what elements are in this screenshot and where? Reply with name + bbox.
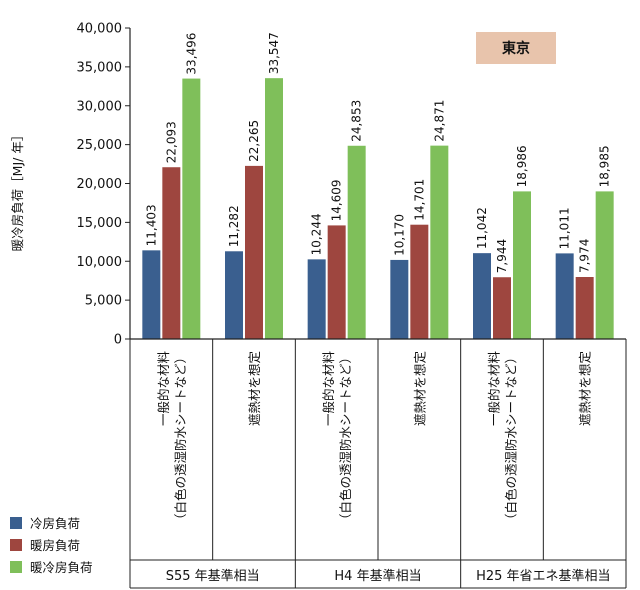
region-annotation-label: 東京 [502,40,530,57]
value-labels: 11,403 22,093 33,496 11,282 22,265 33,547 10,2… [144,32,611,273]
bar-value-label: 11,403 [144,204,158,246]
category-label: （白色の透湿防水シートなど） [504,351,519,526]
category-label: 遮熱材を想定 [412,351,427,426]
bar-value-label: 33,547 [267,32,281,74]
y-tick-label: 40,000 [77,22,123,37]
legend-swatch [10,561,22,573]
category-table: 一般的な材料 （白色の透湿防水シートなど） 遮熱材を想定 一般的な材料 （白色の透湿防水… [129,338,627,589]
y-tick-label: 10,000 [77,255,123,270]
group-label: H4 年基準相当 [334,568,421,584]
bar [493,277,511,339]
bar [513,191,531,339]
bar-value-label: 33,496 [184,33,198,75]
category-label: 遮熱材を想定 [247,351,262,426]
category-label: 一般的な材料 [321,351,336,427]
category-label: 一般的な材料 [487,351,502,427]
bar [575,277,594,339]
bar [327,225,346,339]
y-tick-label: 20,000 [77,177,123,192]
bar-value-label: 14,609 [330,179,344,221]
category-label: 一般的な材料 [156,351,171,427]
group-label: S55 年基準相当 [166,568,260,584]
bar [142,250,161,339]
bar-value-label: 22,093 [164,121,178,163]
bar [347,145,366,339]
y-tick-label: 25,000 [77,138,123,153]
bar-value-label: 7,974 [578,239,592,273]
y-tick-label: 0 [114,333,122,348]
bar-value-label: 10,170 [392,214,406,256]
category-label: 遮熱材を想定 [578,351,593,426]
y-tick-label: 35,000 [77,60,123,75]
bar [410,224,429,339]
region-annotation: 東京 [476,32,556,64]
legend-label: 暖冷房負荷 [30,560,93,575]
legend-swatch [10,539,22,551]
bar [430,145,449,339]
category-label: （白色の透湿防水シートなど） [338,351,353,526]
bar [162,167,181,339]
bar-value-label: 24,871 [432,100,446,142]
bar-value-label: 14,701 [412,179,426,221]
bar-value-label: 22,265 [247,120,261,162]
legend-label: 暖房負荷 [30,538,80,553]
bar [473,253,491,339]
bar-value-label: 18,985 [598,145,612,187]
y-tick-label: 5,000 [85,294,122,309]
group-label: H25 年省エネ基準相当 [476,568,610,584]
bars [142,78,614,340]
y-axis-label: 暖冷房負荷［MJ/ 年］ [10,129,25,252]
bar-value-label: 7,944 [495,239,509,273]
category-label: （白色の透湿防水シートなど） [173,351,188,526]
bar [307,259,326,339]
bar [245,165,263,339]
legend-swatch [10,517,22,529]
y-axis: 0 5,000 10,000 15,000 20,000 25,000 30,000 35,0… [77,22,131,348]
bar [595,191,614,339]
bar-value-label: 11,011 [558,207,572,249]
bar [265,78,283,340]
bar [182,78,201,339]
bar-value-label: 10,244 [310,213,324,255]
bar-value-label: 24,853 [350,100,364,142]
bar-value-label: 18,986 [515,145,529,187]
bar [225,251,243,339]
region-annotation-box [476,32,556,64]
bar [390,259,409,339]
legend-label: 冷房負荷 [30,516,80,531]
y-tick-label: 30,000 [77,99,123,114]
bar-value-label: 11,282 [227,205,241,247]
bar-value-label: 11,042 [475,207,489,249]
y-tick-label: 15,000 [77,216,123,231]
bar [555,253,574,339]
